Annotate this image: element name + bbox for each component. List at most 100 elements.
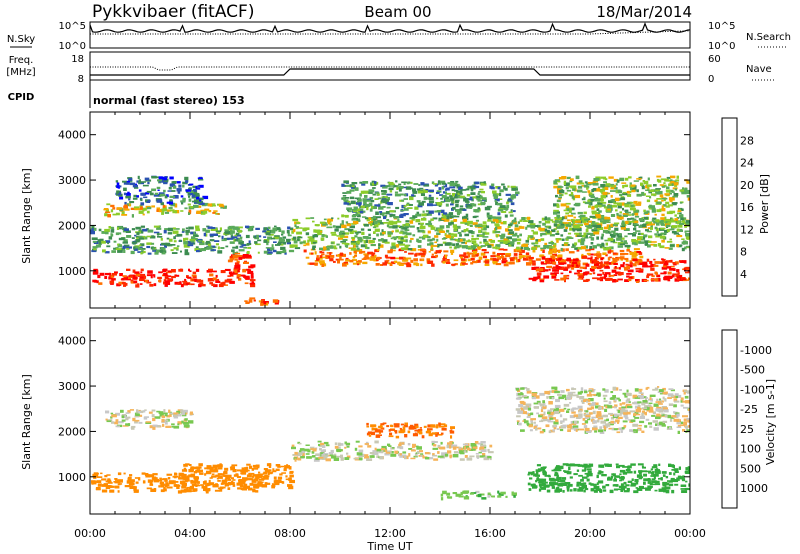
heatmap-cell <box>454 200 459 204</box>
heatmap-cell <box>619 410 624 414</box>
heatmap-cell <box>370 182 374 186</box>
heatmap-cell <box>321 453 325 457</box>
heatmap-cell <box>182 184 185 188</box>
heatmap-cell <box>104 228 110 233</box>
heatmap-cell <box>549 429 555 433</box>
heatmap-cell <box>539 392 545 396</box>
heatmap-cell <box>313 458 320 462</box>
heatmap-cell <box>122 180 127 183</box>
heatmap-cell <box>440 200 445 203</box>
heatmap-cell <box>352 256 356 259</box>
heatmap-cell <box>249 297 256 300</box>
heatmap-cell <box>164 485 168 488</box>
heatmap-cell <box>591 206 595 210</box>
heatmap-cell <box>572 425 579 428</box>
heatmap-cell <box>558 257 563 260</box>
heatmap-cell <box>134 187 139 189</box>
heatmap-cell <box>312 234 318 238</box>
heatmap-cell <box>190 480 196 483</box>
heatmap-cell <box>467 230 473 232</box>
heatmap-cell <box>479 455 486 458</box>
heatmap-cell <box>213 210 218 212</box>
heatmap-cell <box>590 199 595 202</box>
heatmap-cell <box>192 467 197 470</box>
heatmap-cell <box>498 220 502 224</box>
heatmap-cell <box>661 213 665 217</box>
heatmap-cell <box>591 221 595 224</box>
heatmap-cell <box>372 237 376 240</box>
heatmap-cell <box>661 199 664 202</box>
heatmap-cell <box>366 219 370 222</box>
heatmap-cell <box>219 227 222 231</box>
heatmap-cell <box>153 231 160 234</box>
heatmap-cell <box>234 262 239 266</box>
heatmap-cell <box>411 218 415 221</box>
heatmap-cell <box>236 276 240 279</box>
heatmap-cell <box>570 178 574 181</box>
heatmap-cell <box>189 270 192 272</box>
heatmap-cell <box>96 476 103 478</box>
heatmap-cell <box>611 235 616 238</box>
heatmap-cell <box>440 457 445 459</box>
heatmap-cell <box>138 409 141 412</box>
heatmap-cell <box>464 223 468 225</box>
heatmap-cell <box>487 448 490 452</box>
heatmap-cell <box>133 280 138 284</box>
heatmap-cell <box>173 416 179 419</box>
heatmap-cell <box>385 452 391 454</box>
heatmap-cell <box>181 411 185 416</box>
heatmap-cell <box>594 257 599 260</box>
heatmap-cell <box>541 217 547 221</box>
heatmap-cell <box>128 477 132 481</box>
heatmap-cell <box>560 203 567 207</box>
heatmap-cell <box>447 442 453 445</box>
heatmap-cell <box>478 191 483 193</box>
heatmap-cell <box>664 398 667 402</box>
heatmap-cell <box>406 263 412 268</box>
heatmap-cell <box>449 236 454 240</box>
heatmap-cell <box>596 474 599 479</box>
heatmap-cell <box>573 488 577 492</box>
heatmap-cell <box>96 480 102 483</box>
heatmap-cell <box>247 228 252 232</box>
heatmap-cell <box>345 221 349 224</box>
heatmap-cell <box>466 240 472 243</box>
heatmap-cell <box>650 193 657 196</box>
heatmap-cell <box>382 422 387 425</box>
heatmap-cell <box>337 254 342 257</box>
heatmap-cell <box>241 274 246 277</box>
heatmap-cell <box>121 414 126 417</box>
heatmap-cell <box>446 492 451 496</box>
heatmap-cell <box>143 275 147 279</box>
heatmap-cell <box>179 281 182 285</box>
heatmap-cell <box>469 252 474 255</box>
heatmap-cell <box>666 186 670 189</box>
heatmap-cell <box>530 422 534 424</box>
heatmap-cell <box>612 241 618 244</box>
heatmap-cell <box>345 257 349 261</box>
heatmap-cell <box>665 482 670 486</box>
heatmap-cell <box>351 209 358 212</box>
heatmap-cell <box>477 493 482 498</box>
heatmap-cell <box>570 212 576 215</box>
heatmap-cell <box>453 184 458 187</box>
heatmap-cell <box>365 199 371 202</box>
heatmap-cell <box>191 483 196 487</box>
heatmap-cell <box>563 182 566 186</box>
heatmap-cell <box>581 255 588 259</box>
heatmap-cell <box>281 465 285 468</box>
heatmap-cell <box>133 247 138 251</box>
heatmap-cell <box>185 181 188 184</box>
heatmap-cell <box>146 210 150 214</box>
heatmap-cell <box>204 246 207 249</box>
heatmap-cell <box>475 226 478 228</box>
heatmap-cell <box>659 392 665 395</box>
heatmap-cell <box>383 216 386 220</box>
heatmap-cell <box>243 469 248 473</box>
heatmap-cell <box>653 464 658 468</box>
heatmap-cell <box>320 237 325 241</box>
heatmap-cell <box>377 448 382 451</box>
heatmap-cell <box>503 248 508 251</box>
heatmap-cell <box>557 465 564 470</box>
heatmap-cell <box>635 230 641 232</box>
